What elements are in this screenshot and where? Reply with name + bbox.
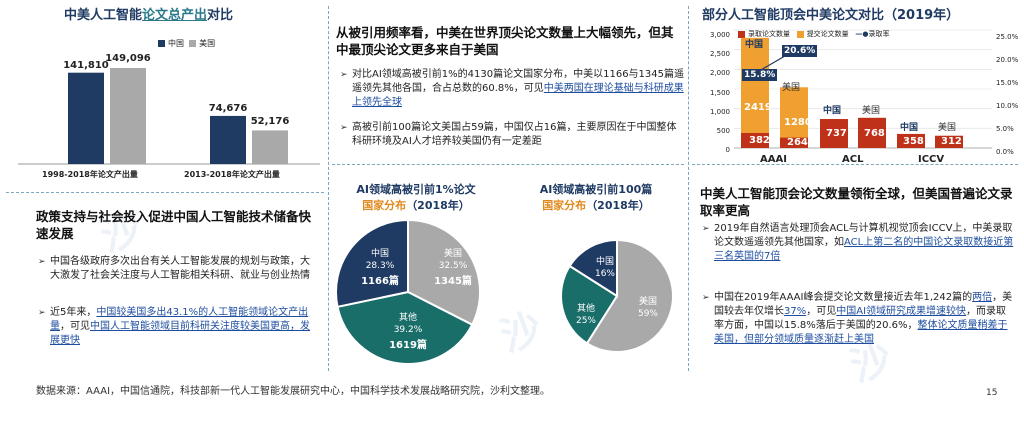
aaai-usa-submit: 1280 — [784, 117, 812, 128]
aaai-usa-rate: 20.6% — [782, 45, 818, 57]
iccv-usa-accept: 312 — [941, 136, 962, 147]
right-chart-title: 部分人工智能顶会中美论文对比（2019年） — [702, 8, 960, 23]
divider — [688, 6, 689, 371]
aaai-china-accept-bar — [741, 132, 769, 148]
pie2-label-china: 中国 16% — [594, 257, 615, 279]
left-heading: 政策支持与社会投入促进中国人工智能技术储备快速发展 — [36, 209, 312, 241]
aaai-china-label: 中国 — [745, 40, 764, 50]
aaai-china-accept: 382 — [749, 135, 770, 146]
left-bullet-1: ➢ 中国各级政府多次出台有关人工智能发展的规划与政策，大大激发了社会关注度与人工智… — [38, 256, 310, 281]
acl-usa-accept-bar — [858, 117, 886, 148]
middle-bullet-1: ➢ 对比AI领域高被引前1%的4130篇论文国家分布，中美以1166与1345篇遥… — [340, 69, 685, 108]
pie1-slice-1 — [336, 290, 474, 365]
left-bullet-2: ➢ 近5年来，中国较美国多出43.1%的人工智能领域论文产出量，可见中国人工智能领… — [38, 307, 310, 346]
right-bullet-1: ➢ 2019年自然语言处理顶会ACL与计算机视觉顶会ICCV上，中美录取论文数遥遥… — [702, 223, 1014, 262]
pie1-label-other: 其他 39.2% 1619篇 — [389, 313, 427, 351]
acl-china-accept: 737 — [826, 128, 847, 139]
right-bar-chart — [734, 29, 992, 149]
pie2-slice-0 — [585, 238, 674, 353]
divider — [332, 164, 684, 165]
value-china-1998: 141,810 — [63, 60, 109, 71]
value-usa-1998: 149,096 — [105, 53, 151, 64]
category-label-1998: 1998-2018年论文产出量 — [42, 170, 138, 179]
bar-usa-2013 — [252, 130, 288, 164]
middle-heading: 从被引用频率看，中美在世界顶尖论文数量上大幅领先，但其中最顶尖论文更多来自于美国 — [336, 25, 674, 57]
conf-acl: ACL — [842, 154, 864, 165]
conf-iccv: ICCV — [918, 154, 945, 165]
divider — [692, 164, 1018, 165]
aaai-usa-accept: 264 — [787, 137, 808, 148]
right-heading: 中美人工智能顶会论文数量领衔全球，但美国普遍论文录取率更高 — [700, 186, 1013, 218]
aaai-china-rate: 15.8% — [742, 69, 778, 81]
iccv-usa-label: 美国 — [938, 123, 957, 133]
iccv-china-accept: 358 — [903, 136, 924, 147]
middle-bullet-2: ➢ 高被引前100篇论文美国占59篇，中国仅占16篇，主要原因在于中国整体科研环境… — [340, 122, 677, 147]
aaai-china-submit-bar — [741, 37, 769, 148]
acl-china-accept-bar — [820, 119, 848, 148]
pie1-chart — [335, 218, 481, 365]
divider — [328, 6, 329, 371]
aaai-usa-label: 美国 — [782, 83, 801, 93]
iccv-china-accept-bar — [897, 133, 925, 148]
left-bar-chart — [18, 68, 320, 165]
data-source: 数据来源：AAAI，中国信通院，科技部新一代人工智能发展研究中心，中国科学技术发… — [36, 386, 551, 397]
pie1-title: AI领域高被引前1%论文 国家分布（2018年） — [356, 183, 476, 212]
iccv-usa-accept-bar — [935, 135, 963, 148]
legend-china: 中国 — [168, 39, 184, 48]
legend-usa: 美国 — [199, 39, 216, 48]
pie1-label-usa: 美国 32.5% 1345篇 — [434, 249, 472, 287]
pie2-chart — [560, 238, 674, 353]
bar-china-2013 — [210, 115, 246, 164]
pie1-slice-0 — [407, 218, 481, 327]
acl-usa-label: 美国 — [862, 106, 881, 116]
pie2-label-usa: 美国 59% — [637, 297, 658, 319]
left-chart-legend: 中国 美国 — [158, 38, 215, 49]
y2-axis-ticks: 25.0% 20.0% 15.0% 10.0% 5.0% 0.0% — [996, 33, 1019, 157]
right-bullet-2: ➢ 中国在2019年AAAI峰会提交论文数量接近去年1,242篇的两倍，美国较去年… — [702, 292, 1013, 345]
iccv-china-label: 中国 — [900, 123, 919, 133]
aaai-usa-accept-bar — [780, 137, 808, 148]
acl-usa-accept: 768 — [864, 128, 885, 139]
aaai-china-submit: 2419 — [744, 102, 772, 113]
category-label-2013: 2013-2018年论文产出量 — [184, 170, 280, 179]
bar-china-1998 — [68, 72, 104, 164]
pie2-title: AI领域高被引前100篇 国家分布（2018年） — [539, 183, 653, 212]
acl-china-label: 中国 — [823, 106, 842, 116]
y-axis-ticks: 3,000 2,500 2,000 1,500 1,000 500 0 — [709, 31, 730, 155]
pie1-label-china: 中国 28.3% 1166篇 — [361, 249, 399, 287]
value-usa-2013: 52,176 — [250, 116, 290, 127]
left-chart-title: 中美人工智能论文总产出对比 — [64, 8, 234, 23]
bar-usa-1998 — [110, 68, 146, 164]
right-chart-legend: 录取论文数量 提交论文数量 —●录取率 — [738, 29, 988, 39]
conf-aaai: AAAI — [760, 154, 787, 165]
pie2-slice-2 — [568, 238, 618, 298]
pie2-slice-1 — [560, 264, 619, 345]
value-china-2013: 74,676 — [208, 103, 248, 114]
page-number: 15 — [986, 388, 998, 398]
pie2-label-other: 其他 25% — [575, 304, 596, 326]
divider — [6, 192, 324, 193]
pie1-slice-2 — [335, 218, 409, 309]
